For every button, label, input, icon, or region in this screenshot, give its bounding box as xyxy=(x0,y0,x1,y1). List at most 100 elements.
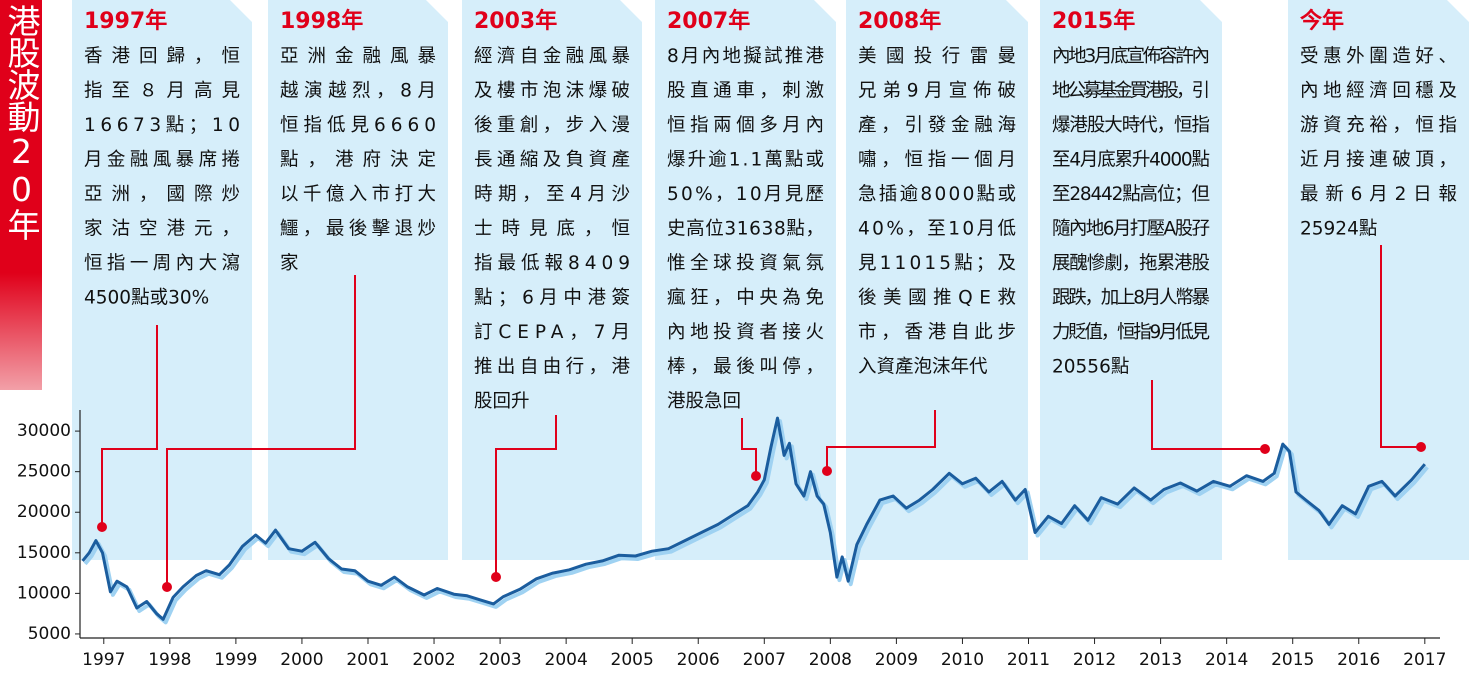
y-tick-label: 15000 xyxy=(17,543,71,563)
annotation-panel xyxy=(655,0,836,560)
annotation-panel xyxy=(846,0,1028,560)
leader-dot xyxy=(162,582,172,592)
annotation-panels: 1997年香港回歸，恒指至８月高見16673點；10月金融風暴席捲亞洲，國際炒家… xyxy=(72,0,1469,560)
leader-line xyxy=(101,325,158,527)
x-tick-label: 1998 xyxy=(148,650,191,670)
annotation-text: 股直通車，刺激 xyxy=(667,81,824,102)
annotation-text: 展醜慘劇，拖累港股 xyxy=(1052,253,1210,274)
annotation-text: 家 xyxy=(280,253,299,274)
panel-fold xyxy=(1200,0,1222,22)
annotation-text: 嘯，恒指一個月 xyxy=(858,150,1016,171)
x-tick-label: 2008 xyxy=(809,650,852,670)
annotation-text: 急插逾8000點或 xyxy=(858,184,1016,205)
x-tick-label: 2001 xyxy=(346,650,389,670)
annotation-text: 爆港股大時代，恒指 xyxy=(1052,115,1210,136)
annotation-text: 點；6月中港簽 xyxy=(474,288,630,309)
annotation-text: 指最低報8409 xyxy=(474,253,630,274)
annotation-text: 跟跌，加上8月人幣暴 xyxy=(1052,288,1210,309)
y-tick-label: 20000 xyxy=(17,502,71,522)
annotation-text: 內地3月底宣佈容許內 xyxy=(1052,46,1210,67)
annotation-text: 時期，至4月沙 xyxy=(474,184,630,205)
annotation-text: 至28442點高位；但 xyxy=(1052,184,1210,205)
title-bar xyxy=(0,0,42,390)
annotation-text: 入資產泡沫年代 xyxy=(858,357,988,378)
x-tick-label: 2000 xyxy=(280,650,323,670)
leader-dot xyxy=(1260,444,1270,454)
annotation-text: 8月內地擬試推港 xyxy=(667,46,824,67)
annotation-text: 游資充裕，恒指 xyxy=(1300,115,1457,136)
annotation-text: 受惠外圍造好、 xyxy=(1300,46,1457,67)
annotation-text: 隨內地6月打壓A股孖 xyxy=(1052,219,1210,240)
leader-dot xyxy=(822,466,832,476)
annotation-panel xyxy=(268,0,448,560)
annotation-title: 2008年 xyxy=(858,8,941,34)
panel-fold xyxy=(1447,0,1469,22)
x-tick-label: 2017 xyxy=(1403,650,1446,670)
annotation-text: 地公募基金買港股，引 xyxy=(1052,81,1210,102)
y-tick-label: 30000 xyxy=(17,421,71,441)
annotation-text: 50%，10月見歷 xyxy=(667,184,824,205)
annotation-text: 瘋狂，中央為免 xyxy=(667,288,824,309)
annotation-title: 今年 xyxy=(1300,8,1344,34)
annotation-text: 內地經濟回穩及 xyxy=(1300,81,1457,102)
panel-fold xyxy=(426,0,448,22)
annotation-text: 恒指一周內大瀉 xyxy=(84,253,240,274)
annotation-text: 以千億入市打大 xyxy=(280,184,436,205)
annotation-text: 經濟自金融風暴 xyxy=(474,46,630,67)
annotation-text: 棒，最後叫停， xyxy=(667,357,824,378)
leader-dot xyxy=(1416,442,1426,452)
annotation-text: 兄弟9月宣佈破 xyxy=(858,81,1016,102)
leader-line xyxy=(741,418,757,476)
panel-fold xyxy=(230,0,252,22)
x-tick-label: 2005 xyxy=(611,650,654,670)
annotation-panel xyxy=(462,0,642,560)
annotation-text: 史高位31638點， xyxy=(667,219,824,240)
annotation-text: 及樓市泡沫爆破 xyxy=(474,81,630,102)
x-tick-label: 2015 xyxy=(1271,650,1314,670)
annotation-text: 市，香港自此步 xyxy=(858,322,1016,343)
x-tick-label: 2003 xyxy=(478,650,521,670)
annotation-text: 25924點 xyxy=(1300,219,1377,240)
annotation-text: 至4月底累升4000點 xyxy=(1052,150,1210,171)
leader-line xyxy=(495,415,557,577)
y-tick-label: 10000 xyxy=(17,583,71,603)
panel-fold xyxy=(1006,0,1028,22)
x-tick-label: 2002 xyxy=(412,650,455,670)
annotation-text: 爆升逾1.1萬點或 xyxy=(667,150,824,171)
y-tick-label: 5000 xyxy=(28,624,71,644)
leader-line xyxy=(1380,245,1421,448)
annotation-text: 後重創，步入漫 xyxy=(474,115,630,136)
leader-line xyxy=(1151,380,1265,450)
annotation-text: 恒指低見6660 xyxy=(280,115,436,136)
annotation-text: 內地投資者接火 xyxy=(667,322,824,343)
annotation-text: 月金融風暴席捲 xyxy=(84,150,240,171)
x-tick-label: 1997 xyxy=(82,650,125,670)
annotation-title: 1998年 xyxy=(280,8,363,34)
x-tick-label: 2013 xyxy=(1139,650,1182,670)
annotation-title: 2015年 xyxy=(1052,8,1135,34)
annotation-title: 1997年 xyxy=(84,8,167,34)
x-tick-label: 2004 xyxy=(545,650,588,670)
line xyxy=(81,416,1426,621)
annotation-text: 產，引發金融海 xyxy=(858,115,1016,136)
x-tick-label: 2014 xyxy=(1205,650,1248,670)
y-tick-label: 25000 xyxy=(17,462,71,482)
x-tick-label: 2010 xyxy=(941,650,984,670)
leader-dot xyxy=(491,572,501,582)
annotation-text: 股回升 xyxy=(474,391,530,412)
x-tick-label: 2007 xyxy=(743,650,786,670)
x-tick-label: 2016 xyxy=(1337,650,1380,670)
x-tick-label: 1999 xyxy=(214,650,257,670)
leader-line xyxy=(826,410,936,471)
x-tick-label: 2009 xyxy=(875,650,918,670)
annotation-text: 恒指兩個多月內 xyxy=(667,115,824,136)
plot-area: 5000 10000 15000 20000 25000 30000 1997 1998 199… xyxy=(17,245,1446,670)
leader-line xyxy=(166,275,356,587)
annotation-panel xyxy=(1288,0,1469,560)
leader-dot xyxy=(97,522,107,532)
annotation-text: 最新6月2日報 xyxy=(1300,184,1457,205)
leader-dot xyxy=(751,471,761,481)
annotation-title: 2007年 xyxy=(667,8,750,34)
annotation-text: 近月接連破頂， xyxy=(1300,150,1457,171)
